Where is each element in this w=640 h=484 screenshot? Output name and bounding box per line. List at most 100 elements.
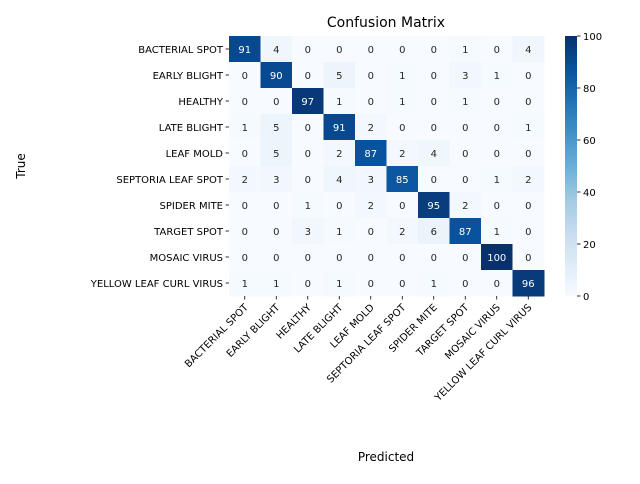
cell-value-label: 0 bbox=[273, 227, 279, 238]
cell-value-label: 85 bbox=[396, 175, 409, 186]
cell-value-label: 0 bbox=[494, 123, 500, 134]
heatmap-cell bbox=[229, 62, 261, 89]
cell-value-label: 0 bbox=[242, 227, 248, 238]
heatmap-cell bbox=[323, 244, 356, 271]
colorbar-tick-label: 20 bbox=[583, 240, 596, 251]
cell-value-label: 100 bbox=[487, 253, 506, 264]
heatmap-cell bbox=[512, 244, 545, 271]
cell-value-label: 91 bbox=[238, 45, 251, 56]
cell-value-label: 0 bbox=[242, 97, 248, 108]
cell-value-label: 95 bbox=[427, 201, 440, 212]
heatmap-cell bbox=[355, 36, 387, 63]
heatmap-cell bbox=[292, 62, 324, 89]
heatmap-cell bbox=[292, 36, 324, 63]
heatmap-cell bbox=[512, 36, 545, 63]
colorbar-tick-label: 40 bbox=[583, 188, 596, 199]
cell-value-label: 1 bbox=[273, 279, 279, 290]
cell-value-label: 4 bbox=[273, 45, 279, 56]
heatmap-cell bbox=[323, 36, 356, 63]
heatmap-cell bbox=[449, 36, 482, 63]
heatmap-cell bbox=[355, 244, 387, 271]
cell-value-label: 87 bbox=[364, 149, 377, 160]
cell-value-label: 1 bbox=[305, 201, 311, 212]
heatmap-cell bbox=[449, 166, 482, 193]
cell-value-label: 1 bbox=[494, 227, 500, 238]
cell-value-label: 91 bbox=[333, 123, 346, 134]
heatmap-cell bbox=[418, 114, 450, 141]
y-tick-label: MOSAIC VIRUS bbox=[150, 253, 223, 264]
cell-value-label: 0 bbox=[273, 201, 279, 212]
heatmap-cell bbox=[229, 114, 261, 141]
heatmap-cell bbox=[323, 140, 356, 167]
cell-value-label: 0 bbox=[399, 201, 405, 212]
heatmap-cell bbox=[449, 270, 482, 297]
cell-value-label: 0 bbox=[525, 201, 531, 212]
cell-value-label: 0 bbox=[494, 97, 500, 108]
heatmap-cell bbox=[418, 140, 450, 167]
cell-value-label: 0 bbox=[431, 97, 437, 108]
cell-value-label: 0 bbox=[368, 97, 374, 108]
cell-value-label: 0 bbox=[399, 253, 405, 264]
x-axis-label: Predicted bbox=[358, 450, 414, 464]
heatmap-cell bbox=[418, 166, 450, 193]
heatmap-cell bbox=[449, 140, 482, 167]
heatmap-cell bbox=[481, 114, 513, 141]
cell-value-label: 97 bbox=[301, 97, 314, 108]
heatmap-cell bbox=[229, 270, 261, 297]
cell-value-label: 1 bbox=[399, 71, 405, 82]
heatmap-cell bbox=[418, 62, 450, 89]
heatmap-cell bbox=[323, 62, 356, 89]
heatmap-cell bbox=[323, 218, 356, 245]
heatmap-cell bbox=[292, 244, 324, 271]
heatmap-cell bbox=[418, 88, 450, 115]
heatmap-cell bbox=[229, 218, 261, 245]
heatmap-cell bbox=[323, 192, 356, 219]
y-tick-label: SPIDER MITE bbox=[160, 201, 223, 212]
cell-value-label: 0 bbox=[431, 71, 437, 82]
cell-value-label: 4 bbox=[336, 175, 342, 186]
heatmap-cell bbox=[386, 192, 419, 219]
cell-value-label: 0 bbox=[273, 97, 279, 108]
heatmap-cell bbox=[512, 88, 545, 115]
cell-value-label: 87 bbox=[459, 227, 472, 238]
heatmap-cell bbox=[260, 140, 293, 167]
cell-value-label: 0 bbox=[242, 201, 248, 212]
cell-value-label: 0 bbox=[399, 279, 405, 290]
heatmap-cell bbox=[418, 218, 450, 245]
cell-value-label: 2 bbox=[368, 201, 374, 212]
cell-value-label: 2 bbox=[525, 175, 531, 186]
heatmap-cell bbox=[229, 36, 261, 63]
cell-value-label: 2 bbox=[399, 227, 405, 238]
cell-value-label: 0 bbox=[462, 175, 468, 186]
colorbar-tick-label: 100 bbox=[583, 32, 602, 43]
cell-value-label: 0 bbox=[462, 279, 468, 290]
y-tick-label: LATE BLIGHT bbox=[159, 123, 224, 134]
cell-value-label: 0 bbox=[431, 175, 437, 186]
cell-value-label: 0 bbox=[368, 71, 374, 82]
heatmap-cell bbox=[229, 166, 261, 193]
heatmap-cell bbox=[386, 114, 419, 141]
cell-value-label: 5 bbox=[273, 149, 279, 160]
heatmap-cell bbox=[355, 270, 387, 297]
cell-value-label: 96 bbox=[522, 279, 535, 290]
x-tick-label: EARLY BLIGHT bbox=[225, 302, 283, 360]
cell-value-label: 0 bbox=[305, 45, 311, 56]
heatmap-cell bbox=[355, 62, 387, 89]
cell-value-label: 5 bbox=[273, 123, 279, 134]
cell-value-label: 0 bbox=[462, 123, 468, 134]
cell-value-label: 1 bbox=[336, 97, 342, 108]
cell-value-label: 2 bbox=[399, 149, 405, 160]
cell-value-label: 1 bbox=[462, 45, 468, 56]
cell-value-label: 0 bbox=[242, 253, 248, 264]
heatmap-cell bbox=[449, 192, 482, 219]
cell-value-label: 0 bbox=[273, 253, 279, 264]
cell-value-label: 0 bbox=[462, 253, 468, 264]
heatmap-cell bbox=[512, 218, 545, 245]
heatmap-cell bbox=[449, 244, 482, 271]
cell-value-label: 1 bbox=[494, 175, 500, 186]
heatmap-cell bbox=[229, 88, 261, 115]
cell-value-label: 0 bbox=[525, 253, 531, 264]
heatmap-cell bbox=[386, 140, 419, 167]
colorbar bbox=[565, 36, 577, 296]
